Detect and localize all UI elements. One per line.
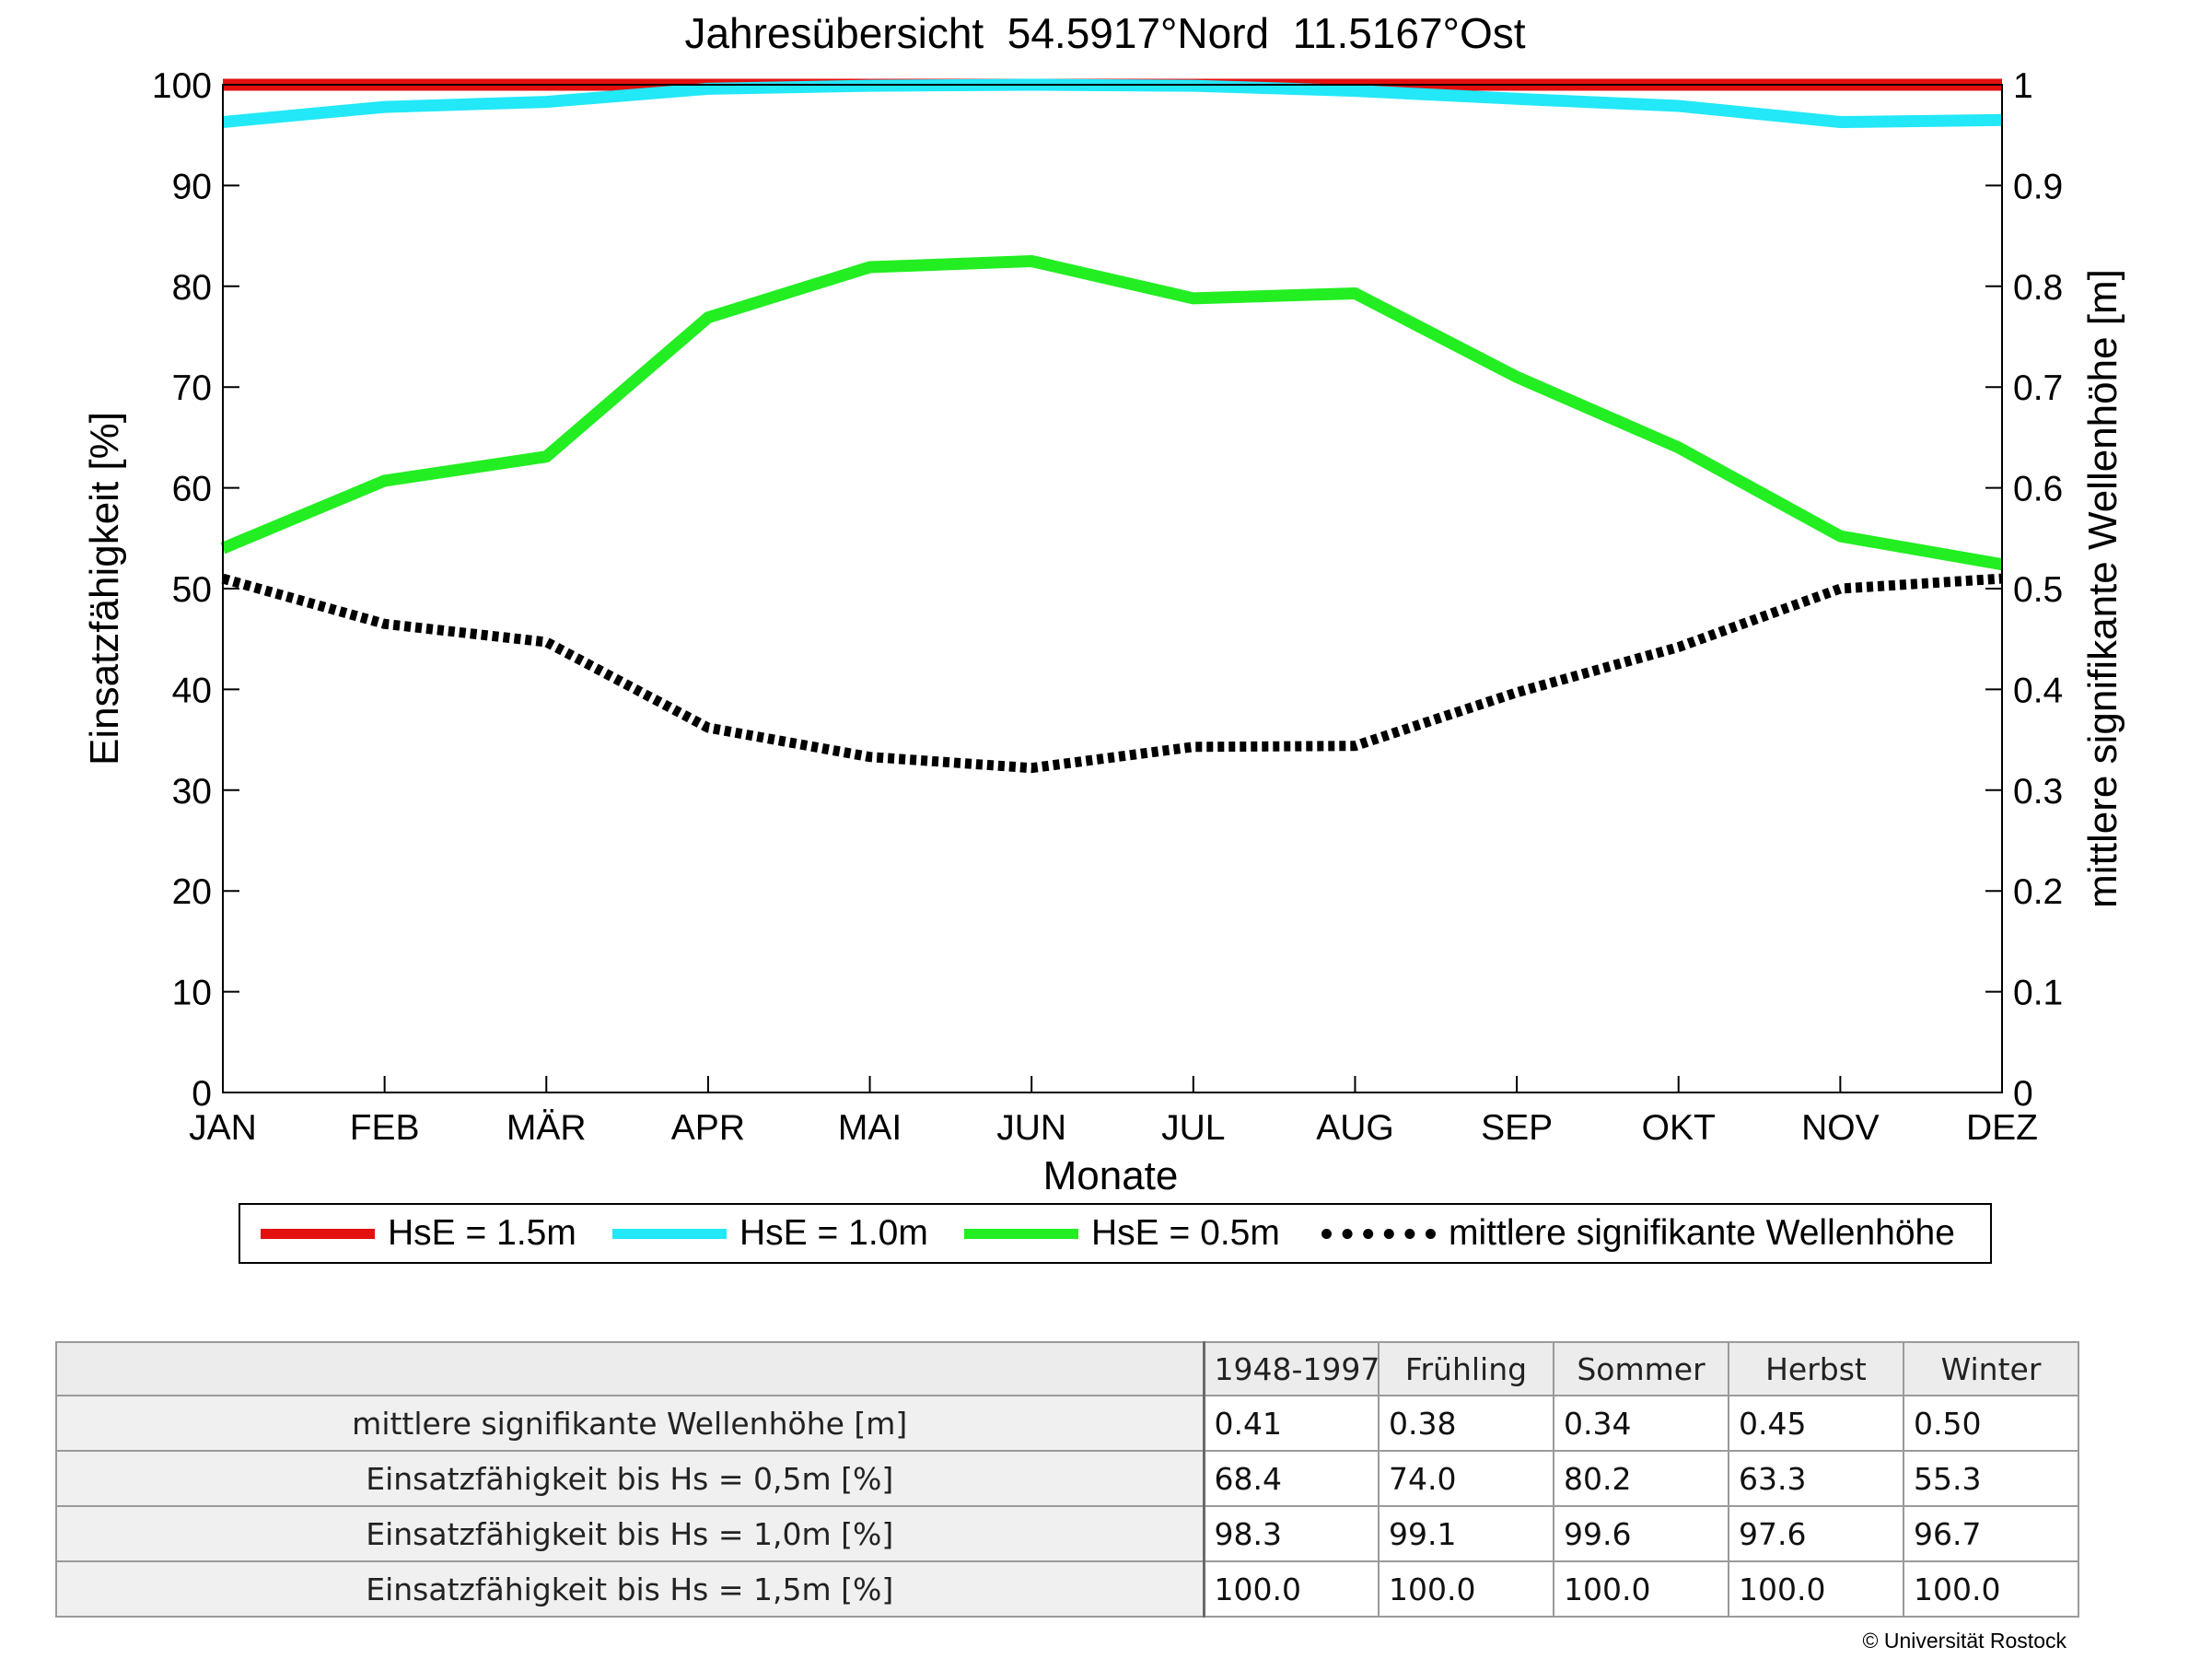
copyright-notice: © Universität Rostock — [1862, 1629, 2066, 1653]
table-cell: 100.0 — [1728, 1560, 1904, 1618]
table-cell: 96.7 — [1903, 1505, 2079, 1562]
x-tick-label: NOV — [1801, 1108, 1880, 1148]
table-header-row: 1948-1997 Frühling Sommer Herbst Winter — [55, 1341, 2079, 1396]
legend-label: HsE = 1.0m — [739, 1213, 928, 1253]
table-cell: 0.38 — [1378, 1395, 1554, 1452]
y2-tick-label: 0.1 — [2013, 974, 2063, 1013]
y-tick-label: 80 — [172, 268, 212, 308]
chart-title: Jahresübersicht 54.5917°Nord 11.5167°Ost — [684, 9, 1525, 57]
y-tick-label: 30 — [172, 772, 212, 812]
y2-tick-label: 0.9 — [2013, 167, 2063, 206]
x-axis-label: Monate — [1043, 1153, 1179, 1198]
legend-swatch-red — [261, 1228, 375, 1239]
series-layer — [220, 78, 2004, 774]
legend-label: HsE = 0.5m — [1091, 1213, 1280, 1253]
y2-tick-label: 0.3 — [2013, 772, 2063, 812]
y2-tick-label: 0 — [2013, 1074, 2033, 1114]
y-tick-label: 20 — [172, 872, 212, 912]
y2-tick-label: 0.2 — [2013, 872, 2063, 912]
table-cell: 80.2 — [1553, 1450, 1729, 1507]
x-tick-label: JAN — [189, 1108, 257, 1148]
table-row: Einsatzfähigkeit bis Hs = 1,5m [%] 100.0… — [55, 1560, 2079, 1618]
table-cell: 0.50 — [1903, 1395, 2079, 1452]
x-tick-label: SEP — [1481, 1108, 1553, 1148]
x-tick-label: DEZ — [1966, 1108, 2038, 1148]
chart: Jahresübersicht 54.5917°Nord 11.5167°Ost… — [82, 9, 2125, 1198]
y-tick-label: 0 — [192, 1074, 212, 1114]
table-cell: 99.6 — [1553, 1505, 1729, 1562]
y2-tick-label: 0.4 — [2013, 671, 2063, 710]
table-col-header: Frühling — [1378, 1341, 1554, 1396]
legend-swatch-dotted — [1321, 1228, 1436, 1239]
axis-layer: JAN FEB MÄR APR MAI JUN JUL AUG SEP OKT NOV DEZ0102… — [152, 66, 2063, 1148]
table-col-header: Herbst — [1728, 1341, 1904, 1396]
y-tick-label: 10 — [172, 974, 212, 1013]
y-tick-label: 60 — [172, 470, 212, 509]
x-tick-label: JUN — [996, 1108, 1066, 1148]
table-row: Einsatzfähigkeit bis Hs = 1,0m [%] 98.3 … — [55, 1505, 2079, 1562]
legend-swatch-cyan — [612, 1228, 727, 1239]
table-cell: 100.0 — [1903, 1560, 2079, 1618]
legend-item-wave-height: mittlere signifikante Wellenhöhe — [1321, 1205, 1955, 1262]
y-tick-label: 70 — [172, 368, 212, 408]
table-cell: 68.4 — [1203, 1450, 1380, 1507]
table-cell: 99.1 — [1378, 1505, 1554, 1562]
table-col-header: Sommer — [1553, 1341, 1729, 1396]
table-row-label: Einsatzfähigkeit bis Hs = 0,5m [%] — [55, 1450, 1205, 1507]
y2-tick-label: 0.6 — [2013, 470, 2063, 509]
stats-table: 1948-1997 Frühling Sommer Herbst Winter … — [55, 1341, 2079, 1618]
legend-item-hse-05: HsE = 0.5m — [964, 1205, 1280, 1262]
y-tick-label: 50 — [172, 570, 212, 610]
x-tick-label: JUL — [1161, 1108, 1225, 1148]
y-tick-label: 90 — [172, 167, 212, 206]
table-cell: 55.3 — [1903, 1450, 2079, 1507]
table-col-header: 1948-1997 — [1203, 1341, 1380, 1396]
y2-axis-label: mittlere signifikante Wellenhöhe [m] — [2080, 269, 2125, 908]
x-tick-label: FEB — [350, 1108, 420, 1148]
table-cell: 74.0 — [1378, 1450, 1554, 1507]
series-line-3 — [221, 573, 2003, 774]
legend-label: HsE = 1.5m — [388, 1213, 576, 1253]
table-col-header: Winter — [1903, 1341, 2079, 1396]
table-cell: 97.6 — [1728, 1505, 1904, 1562]
table-row-label: Einsatzfähigkeit bis Hs = 1,5m [%] — [55, 1560, 1205, 1618]
x-tick-label: MAI — [838, 1108, 902, 1148]
table-cell: 0.45 — [1728, 1395, 1904, 1452]
legend-item-hse-10: HsE = 1.0m — [612, 1205, 928, 1262]
x-tick-label: OKT — [1642, 1108, 1716, 1148]
y2-tick-label: 0.5 — [2013, 570, 2063, 610]
legend-item-hse-15: HsE = 1.5m — [261, 1205, 576, 1262]
y2-tick-label: 1 — [2013, 66, 2033, 106]
table-cell: 100.0 — [1203, 1560, 1380, 1618]
y2-tick-label: 0.8 — [2013, 268, 2063, 308]
table-row: Einsatzfähigkeit bis Hs = 0,5m [%] 68.4 … — [55, 1450, 2079, 1507]
table-cell: 0.34 — [1553, 1395, 1729, 1452]
table-cell: 100.0 — [1553, 1560, 1729, 1618]
table-cell: 63.3 — [1728, 1450, 1904, 1507]
table-corner-cell — [55, 1341, 1205, 1396]
table-row: mittlere signifikante Wellenhöhe [m] 0.4… — [55, 1395, 2079, 1452]
legend: HsE = 1.5m HsE = 1.0m HsE = 0.5m mittler… — [239, 1203, 1992, 1264]
legend-label: mittlere signifikante Wellenhöhe — [1449, 1213, 1955, 1253]
y-axis-label: Einsatzfähigkeit [%] — [82, 412, 127, 765]
table-cell: 0.41 — [1203, 1395, 1380, 1452]
plot-frame — [222, 84, 2003, 1093]
y-tick-label: 100 — [152, 66, 212, 106]
y-tick-label: 40 — [172, 671, 212, 710]
legend-swatch-green — [964, 1228, 1078, 1239]
x-tick-label: AUG — [1316, 1108, 1394, 1148]
table-cell: 100.0 — [1378, 1560, 1554, 1618]
y2-tick-label: 0.7 — [2013, 368, 2063, 408]
table-row-label: Einsatzfähigkeit bis Hs = 1,0m [%] — [55, 1505, 1205, 1562]
x-tick-label: MÄR — [506, 1108, 587, 1148]
table-row-label: mittlere signifikante Wellenhöhe [m] — [55, 1395, 1205, 1452]
table-cell: 98.3 — [1203, 1505, 1380, 1562]
x-tick-label: APR — [671, 1108, 745, 1148]
series-line-2 — [220, 255, 2004, 571]
